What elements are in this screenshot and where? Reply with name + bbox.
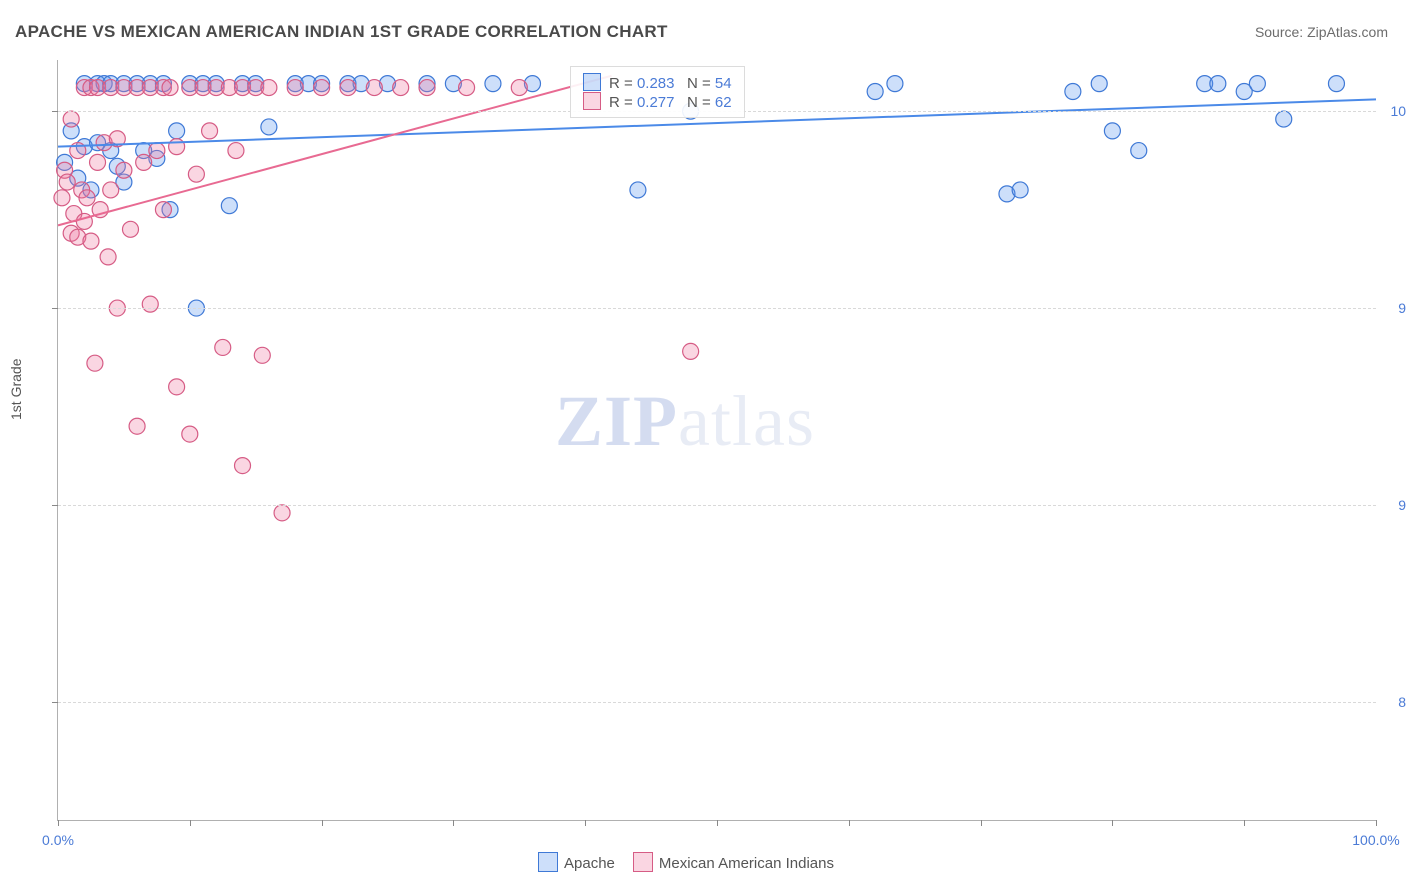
legend-swatch — [583, 92, 601, 110]
scatter-point — [366, 80, 382, 96]
x-tick — [981, 820, 982, 826]
x-tick-label: 0.0% — [42, 832, 74, 848]
stats-box: R = 0.283 N = 54R = 0.277 N = 62 — [570, 66, 745, 118]
scatter-point — [149, 143, 165, 159]
gridline — [58, 505, 1376, 506]
scatter-point — [235, 458, 251, 474]
scatter-point — [274, 505, 290, 521]
source-label: Source: ZipAtlas.com — [1255, 24, 1388, 40]
x-tick — [849, 820, 850, 826]
scatter-point — [254, 347, 270, 363]
scatter-point — [79, 190, 95, 206]
scatter-point — [261, 80, 277, 96]
scatter-point — [169, 123, 185, 139]
scatter-point — [1104, 123, 1120, 139]
scatter-point — [459, 80, 475, 96]
scatter-point — [419, 80, 435, 96]
scatter-point — [683, 343, 699, 359]
x-tick-label: 100.0% — [1352, 832, 1399, 848]
scatter-point — [100, 249, 116, 265]
scatter-point — [221, 198, 237, 214]
scatter-point — [485, 76, 501, 92]
legend-swatch — [583, 73, 601, 91]
legend-label: Mexican American Indians — [659, 855, 834, 872]
scatter-point — [887, 76, 903, 92]
scatter-point — [1328, 76, 1344, 92]
scatter-point — [340, 80, 356, 96]
scatter-point — [261, 119, 277, 135]
scatter-point — [1091, 76, 1107, 92]
x-tick — [1112, 820, 1113, 826]
scatter-point — [228, 143, 244, 159]
x-tick — [1376, 820, 1377, 826]
scatter-point — [867, 84, 883, 100]
scatter-point — [1012, 182, 1028, 198]
scatter-point — [202, 123, 218, 139]
scatter-point — [1065, 84, 1081, 100]
y-tick-label: 85.0% — [1398, 694, 1406, 710]
y-tick-label: 95.0% — [1398, 300, 1406, 316]
scatter-point — [136, 154, 152, 170]
y-tick-label: 100.0% — [1391, 103, 1406, 119]
scatter-point — [188, 166, 204, 182]
scatter-point — [87, 355, 103, 371]
x-tick — [717, 820, 718, 826]
scatter-point — [155, 202, 171, 218]
gridline — [58, 702, 1376, 703]
scatter-point — [169, 139, 185, 155]
scatter-point — [1210, 76, 1226, 92]
scatter-point — [393, 80, 409, 96]
scatter-point — [511, 80, 527, 96]
gridline — [58, 308, 1376, 309]
x-tick — [453, 820, 454, 826]
scatter-point — [63, 111, 79, 127]
scatter-point — [169, 379, 185, 395]
x-tick — [322, 820, 323, 826]
scatter-point — [162, 80, 178, 96]
x-tick — [585, 820, 586, 826]
chart-title: APACHE VS MEXICAN AMERICAN INDIAN 1ST GR… — [15, 22, 668, 42]
scatter-point — [182, 426, 198, 442]
x-tick — [58, 820, 59, 826]
scatter-point — [1131, 143, 1147, 159]
legend-swatch — [633, 852, 653, 872]
stats-row: R = 0.277 N = 62 — [583, 92, 732, 111]
legend-swatch — [538, 852, 558, 872]
legend: Apache Mexican American Indians — [520, 852, 834, 872]
scatter-point — [83, 233, 99, 249]
scatter-point — [103, 182, 119, 198]
scatter-point — [287, 80, 303, 96]
scatter-point — [122, 221, 138, 237]
y-axis-label: 1st Grade — [8, 359, 24, 420]
scatter-point — [90, 154, 106, 170]
scatter-point — [142, 296, 158, 312]
legend-label: Apache — [564, 855, 615, 872]
scatter-point — [630, 182, 646, 198]
stats-row: R = 0.283 N = 54 — [583, 73, 732, 92]
watermark: ZIPatlas — [555, 380, 815, 463]
scatter-point — [215, 339, 231, 355]
x-tick — [190, 820, 191, 826]
x-tick — [1244, 820, 1245, 826]
y-tick-label: 90.0% — [1398, 497, 1406, 513]
scatter-point — [116, 162, 132, 178]
scatter-point — [1249, 76, 1265, 92]
scatter-point — [59, 174, 75, 190]
scatter-point — [129, 418, 145, 434]
scatter-point — [54, 190, 70, 206]
scatter-point — [1276, 111, 1292, 127]
scatter-point — [314, 80, 330, 96]
